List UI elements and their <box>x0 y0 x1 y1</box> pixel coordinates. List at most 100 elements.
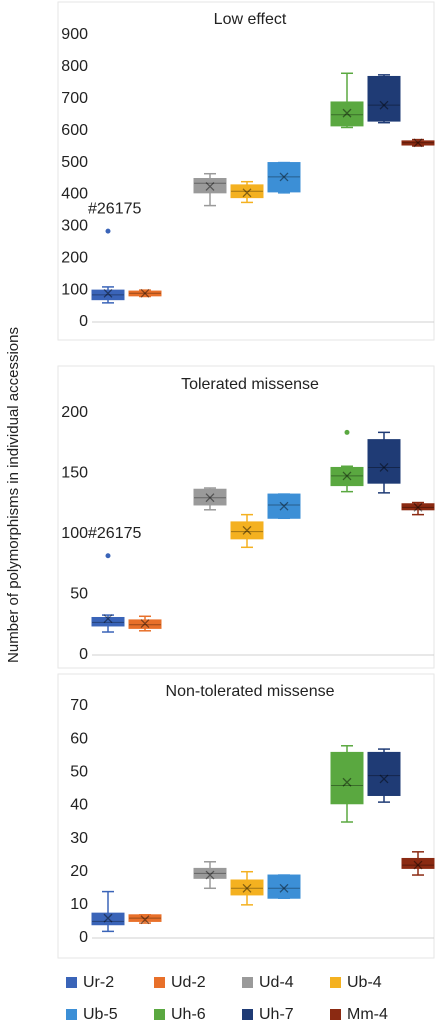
box <box>267 493 301 519</box>
y-tick-label: 20 <box>70 863 88 880</box>
panel-frame <box>57 673 435 959</box>
mean-marker <box>379 100 389 110</box>
box <box>401 503 435 511</box>
mean-marker <box>103 288 113 298</box>
mean-marker <box>205 493 215 503</box>
mean-marker <box>103 913 113 923</box>
outlier <box>105 228 111 234</box>
mean-marker <box>205 870 215 880</box>
box <box>193 867 227 879</box>
box <box>230 879 264 896</box>
mean-marker <box>342 777 352 787</box>
mean-marker <box>379 774 389 784</box>
y-tick-label: 40 <box>70 797 88 814</box>
y-tick-label: 600 <box>61 122 88 139</box>
legend-label: Ur-2 <box>83 974 114 991</box>
y-tick-label: 30 <box>70 830 88 847</box>
mean-marker <box>279 883 289 893</box>
legend-swatch <box>242 977 253 988</box>
box <box>367 751 401 796</box>
mean-marker <box>103 614 113 624</box>
y-tick-label: 800 <box>61 58 88 75</box>
box <box>330 751 364 805</box>
legend-swatch <box>242 1009 253 1020</box>
y-tick-label: 400 <box>61 186 88 203</box>
y-tick-label: 50 <box>70 586 88 603</box>
mean-marker <box>413 502 423 512</box>
y-tick-label: 700 <box>61 90 88 107</box>
y-tick-label: 0 <box>79 929 88 946</box>
legend-label: Ub-5 <box>83 1006 118 1023</box>
mean-marker <box>279 172 289 182</box>
annotation: #26175 <box>88 200 141 217</box>
legend-swatch <box>66 1009 77 1020</box>
legend-label: Uh-7 <box>259 1006 294 1023</box>
legend-swatch <box>154 1009 165 1020</box>
y-tick-label: 0 <box>79 646 88 663</box>
mean-marker <box>140 915 150 925</box>
legend-swatch <box>66 977 77 988</box>
y-tick-label: 10 <box>70 896 88 913</box>
y-tick-label: 500 <box>61 154 88 171</box>
legend-swatch <box>330 1009 341 1020</box>
mean-marker <box>413 138 423 148</box>
y-axis-label: Number of polymorphisms in individual ac… <box>5 327 22 663</box>
legend-swatch <box>330 977 341 988</box>
box <box>128 290 162 297</box>
mean-marker <box>140 288 150 298</box>
legend-swatch <box>154 977 165 988</box>
box <box>367 75 401 122</box>
chart-title: Low effect <box>214 11 287 28</box>
box <box>267 162 301 193</box>
y-tick-label: 100 <box>61 281 88 298</box>
y-tick-label: 150 <box>61 465 88 482</box>
mean-marker <box>205 182 215 191</box>
box <box>401 140 435 146</box>
mean-marker <box>140 619 150 628</box>
outlier <box>344 429 350 435</box>
y-tick-label: 50 <box>70 764 88 781</box>
mean-marker <box>242 883 252 893</box>
legend-label: Mm-4 <box>347 1006 388 1023</box>
box <box>230 184 264 199</box>
mean-marker <box>242 525 252 535</box>
chart-title: Tolerated missense <box>181 376 319 393</box>
box <box>91 289 125 301</box>
panel-frame <box>57 365 435 669</box>
y-tick-label: 200 <box>61 404 88 421</box>
mean-marker <box>242 188 252 198</box>
box <box>401 857 435 869</box>
legend-label: Uh-6 <box>171 1006 206 1023</box>
box <box>330 466 364 487</box>
box <box>128 914 162 922</box>
annotation: #26175 <box>88 525 141 542</box>
y-tick-label: 300 <box>61 218 88 235</box>
y-tick-label: 0 <box>79 313 88 330</box>
box <box>91 912 125 926</box>
y-tick-label: 70 <box>70 697 88 714</box>
box <box>128 619 162 629</box>
legend-label: Ud-2 <box>171 974 206 991</box>
outlier <box>105 553 111 559</box>
panel-frame <box>57 1 435 341</box>
y-tick-label: 60 <box>70 730 88 747</box>
box <box>230 521 264 540</box>
chart-title: Non-tolerated missense <box>166 683 335 700</box>
mean-marker <box>413 860 423 870</box>
mean-marker <box>342 108 352 118</box>
mean-marker <box>379 462 389 472</box>
mean-marker <box>279 501 289 511</box>
mean-marker <box>342 471 352 481</box>
box <box>267 874 301 899</box>
box <box>367 439 401 484</box>
y-tick-label: 100 <box>61 525 88 542</box>
box <box>91 616 125 627</box>
y-tick-label: 200 <box>61 249 88 266</box>
box <box>193 178 227 194</box>
y-tick-label: 900 <box>61 26 88 43</box>
box <box>330 101 364 127</box>
legend-label: Ud-4 <box>259 974 294 991</box>
legend-label: Ub-4 <box>347 974 382 991</box>
box <box>193 488 227 506</box>
